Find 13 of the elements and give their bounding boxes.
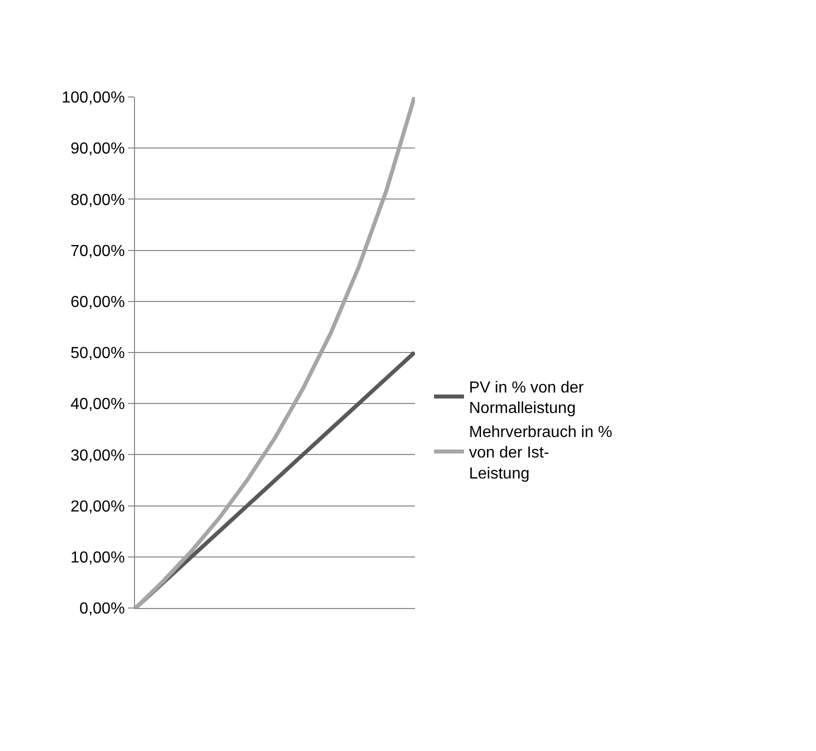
y-tick-label: 20,00% — [70, 498, 125, 516]
y-tick-label: 70,00% — [70, 242, 125, 260]
y-tick-label: 80,00% — [70, 192, 125, 209]
y-tick-label: 90,00% — [70, 140, 125, 158]
y-tick-label: 60,00% — [70, 294, 125, 311]
y-tick-label: 10,00% — [70, 550, 125, 566]
y-tick-label: 30,00% — [70, 447, 125, 464]
y-tick-label: 0,00% — [79, 600, 125, 618]
legend-label: Mehrverbrauch in % von der Ist-Leistung — [469, 424, 612, 482]
legend-label: PV in % von der Normalleistung — [469, 379, 584, 418]
y-tick-label: 50,00% — [70, 345, 125, 362]
y-tick-label: 40,00% — [70, 396, 125, 414]
y-tick-label: 100,00% — [62, 90, 125, 107]
